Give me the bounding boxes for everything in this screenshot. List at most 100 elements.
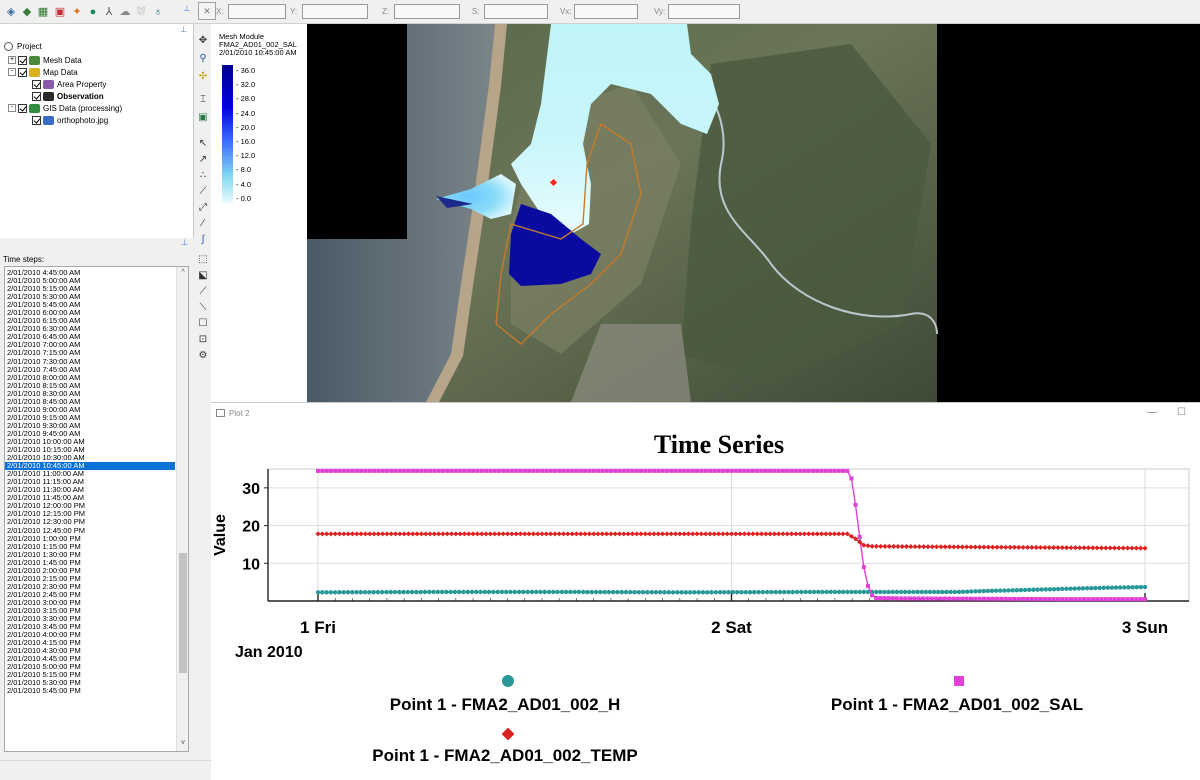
pin-icon[interactable]: ⊥ bbox=[181, 238, 188, 247]
timestep-item[interactable]: 2/01/2010 6:00:00 AM bbox=[7, 309, 81, 318]
measure-icon[interactable]: ⌶ bbox=[200, 93, 206, 105]
tree-item[interactable]: - GIS Data (processing) bbox=[8, 102, 122, 114]
timestep-item[interactable]: 2/01/2010 5:15:00 PM bbox=[7, 671, 81, 680]
network-icon[interactable]: ⅄ bbox=[105, 5, 113, 18]
timestep-item[interactable]: 2/01/2010 10:45:00 AM bbox=[5, 462, 175, 471]
visibility-checkbox[interactable] bbox=[18, 103, 27, 113]
visibility-checkbox[interactable] bbox=[18, 55, 27, 65]
map-canvas[interactable] bbox=[211, 24, 1200, 402]
timestep-item[interactable]: 2/01/2010 4:15:00 PM bbox=[7, 639, 81, 648]
timestep-item[interactable]: 2/01/2010 5:30:00 AM bbox=[7, 293, 81, 302]
observation-point[interactable] bbox=[549, 178, 558, 187]
timestep-item[interactable]: 2/01/2010 3:00:00 PM bbox=[7, 598, 81, 607]
draw-line-icon[interactable]: ⟋ bbox=[199, 285, 207, 297]
timestep-item[interactable]: 2/01/2010 3:15:00 PM bbox=[7, 606, 81, 615]
timestep-item[interactable]: 2/01/2010 3:30:00 PM bbox=[7, 615, 81, 624]
tree-root[interactable]: Project bbox=[4, 40, 42, 52]
pin-icon[interactable]: ⊥ bbox=[180, 25, 187, 34]
select-polygon-icon[interactable]: ⬚ bbox=[198, 253, 208, 265]
display-options-icon[interactable]: ▣ bbox=[198, 111, 208, 123]
cloud-icon[interactable]: ☁ bbox=[119, 5, 131, 18]
visibility-checkbox[interactable] bbox=[32, 115, 41, 125]
expand-toggle-icon[interactable]: - bbox=[8, 104, 16, 112]
mesh-icon[interactable]: ◈ bbox=[6, 5, 16, 18]
s-field[interactable] bbox=[484, 4, 548, 19]
timesteps-list[interactable]: 2/01/2010 4:45:00 AM 2/01/2010 5:00:00 AM… bbox=[4, 266, 189, 752]
x-field[interactable] bbox=[228, 4, 286, 19]
timestep-item[interactable]: 2/01/2010 2:15:00 PM bbox=[7, 574, 81, 583]
gauge-icon[interactable]: ♁ bbox=[153, 5, 163, 18]
maximize-icon[interactable]: ☐ bbox=[1177, 407, 1186, 418]
grid-icon[interactable]: ▦ bbox=[37, 5, 49, 18]
timestep-item[interactable]: 2/01/2010 7:00:00 AM bbox=[7, 341, 81, 350]
settings-icon[interactable]: ⚙ bbox=[198, 349, 208, 361]
expand-toggle-icon[interactable]: - bbox=[8, 68, 16, 76]
timestep-item[interactable]: 2/01/2010 2:00:00 PM bbox=[7, 566, 81, 575]
timestep-item[interactable]: 2/01/2010 11:30:00 AM bbox=[7, 486, 85, 495]
timestep-item[interactable]: 2/01/2010 11:00:00 AM bbox=[7, 470, 85, 479]
select-region-icon[interactable]: ⬕ bbox=[198, 269, 208, 281]
panel-splitter[interactable]: ⊥ bbox=[0, 238, 194, 250]
globe-icon[interactable]: ● bbox=[89, 5, 97, 18]
timestep-item[interactable]: 2/01/2010 2:30:00 PM bbox=[7, 582, 81, 591]
raster-icon[interactable]: ▣ bbox=[54, 5, 66, 18]
minimize-icon[interactable]: — bbox=[1147, 407, 1157, 418]
timestep-item[interactable]: 2/01/2010 3:45:00 PM bbox=[7, 623, 81, 632]
vx-field[interactable] bbox=[574, 4, 638, 19]
select-node-icon[interactable]: ↗ bbox=[198, 153, 208, 165]
y-field[interactable] bbox=[302, 4, 368, 19]
timestep-item[interactable]: 2/01/2010 1:15:00 PM bbox=[7, 542, 81, 551]
timestep-item[interactable]: 2/01/2010 9:30:00 AM bbox=[7, 421, 81, 430]
timestep-item[interactable]: 2/01/2010 1:45:00 PM bbox=[7, 558, 81, 567]
vy-field[interactable] bbox=[668, 4, 740, 19]
select-point-icon[interactable]: ∴ bbox=[199, 169, 207, 181]
scatter-icon[interactable]: ✦ bbox=[72, 5, 82, 18]
timestep-item[interactable]: 2/01/2010 8:00:00 AM bbox=[7, 373, 81, 382]
map-view[interactable]: Mesh Module FMA2_AD01_002_SAL 2/01/2010 … bbox=[211, 24, 1200, 402]
timestep-item[interactable]: 2/01/2010 10:00:00 AM bbox=[7, 437, 85, 446]
timestep-item[interactable]: 2/01/2010 10:30:00 AM bbox=[7, 454, 85, 463]
timestep-item[interactable]: 2/01/2010 7:45:00 AM bbox=[7, 365, 81, 374]
timestep-item[interactable]: 2/01/2010 2:45:00 PM bbox=[7, 590, 81, 599]
timestep-item[interactable]: 2/01/2010 4:45:00 AM bbox=[7, 269, 81, 277]
visibility-checkbox[interactable] bbox=[18, 67, 27, 77]
timestep-item[interactable]: 2/01/2010 5:30:00 PM bbox=[7, 679, 81, 688]
timestep-item[interactable]: 2/01/2010 6:30:00 AM bbox=[7, 325, 81, 334]
time-series-chart[interactable]: Time Series 10 20 30 Value 1 Fri 2 Sat 3 Sun Jan… bbox=[211, 403, 1200, 780]
tree-item[interactable]: Area Property bbox=[32, 78, 106, 90]
create-arc-icon[interactable]: ⟋ bbox=[199, 185, 207, 197]
timestep-item[interactable]: 2/01/2010 9:00:00 AM bbox=[7, 405, 81, 414]
timestep-item[interactable]: 2/01/2010 10:15:00 AM bbox=[7, 446, 85, 455]
timestep-item[interactable]: 2/01/2010 1:00:00 PM bbox=[7, 534, 81, 543]
pin-icon[interactable]: ⊥ bbox=[183, 4, 191, 13]
visibility-checkbox[interactable] bbox=[32, 91, 41, 101]
scroll-thumb[interactable] bbox=[179, 553, 187, 673]
tree-item[interactable]: + Mesh Data bbox=[8, 54, 82, 66]
close-coords-button[interactable]: ✕ bbox=[198, 2, 216, 20]
select-cells-icon[interactable]: ⊡ bbox=[198, 333, 208, 345]
z-field[interactable] bbox=[394, 4, 460, 19]
tree-item[interactable]: - Map Data bbox=[8, 66, 78, 78]
timestep-item[interactable]: 2/01/2010 5:00:00 PM bbox=[7, 663, 81, 672]
timestep-item[interactable]: 2/01/2010 4:30:00 PM bbox=[7, 647, 81, 656]
timestep-item[interactable]: 2/01/2010 12:15:00 PM bbox=[7, 510, 85, 519]
timestep-item[interactable]: 2/01/2010 9:15:00 AM bbox=[7, 413, 81, 422]
timestep-item[interactable]: 2/01/2010 12:00:00 PM bbox=[7, 502, 85, 511]
expand-toggle-icon[interactable]: + bbox=[8, 56, 16, 64]
map-icon[interactable]: ◆ bbox=[22, 5, 32, 18]
pan-icon[interactable]: ✥ bbox=[198, 34, 208, 46]
zoom-icon[interactable]: ⚲ bbox=[199, 52, 207, 64]
scroll-up-icon[interactable]: ^ bbox=[181, 269, 185, 276]
timestep-item[interactable]: 2/01/2010 4:00:00 PM bbox=[7, 631, 81, 640]
timestep-item[interactable]: 2/01/2010 5:15:00 AM bbox=[7, 285, 81, 294]
timestep-item[interactable]: 2/01/2010 8:15:00 AM bbox=[7, 381, 81, 390]
rotate-icon[interactable]: ✣ bbox=[198, 70, 208, 82]
timestep-item[interactable]: 2/01/2010 5:00:00 AM bbox=[7, 277, 81, 286]
timestep-item[interactable]: 2/01/2010 11:15:00 AM bbox=[7, 478, 85, 487]
timestep-item[interactable]: 2/01/2010 4:45:00 PM bbox=[7, 655, 81, 664]
cloud-dotted-icon[interactable]: ⛆ bbox=[136, 5, 146, 18]
timestep-item[interactable]: 2/01/2010 8:45:00 AM bbox=[7, 397, 81, 406]
timestep-item[interactable]: 2/01/2010 7:30:00 AM bbox=[7, 357, 81, 366]
select-arc-icon[interactable]: ⤢ bbox=[199, 201, 207, 213]
draw-line-alt-icon[interactable]: ⟍ bbox=[199, 301, 207, 313]
